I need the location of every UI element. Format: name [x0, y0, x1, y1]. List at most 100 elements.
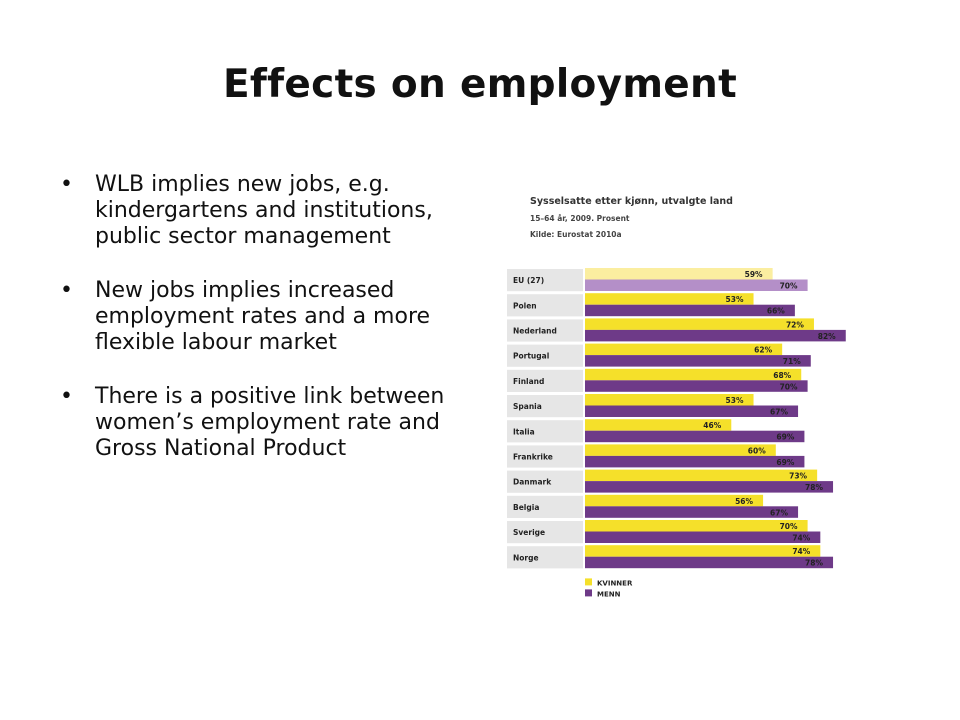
value-label: 82% [818, 332, 836, 341]
category-row: Belgia 56% 67% [507, 494, 799, 518]
bar-menn [585, 329, 846, 342]
category-label: Spania [513, 402, 542, 411]
bars-layer: EU (27) 59% 70% Polen 53% 66% Nederland 72% 82% P… [507, 268, 846, 569]
value-label: 66% [767, 307, 785, 316]
category-row: Frankrike 60% 69% [507, 444, 805, 468]
value-label: 69% [776, 433, 794, 442]
bar-kvinner [585, 494, 764, 507]
chart-subtitle: 15–64 år, 2009. Prosent [530, 214, 630, 223]
value-label: 74% [792, 547, 810, 556]
value-label: 69% [776, 458, 794, 467]
category-row: Polen 53% 66% [507, 293, 795, 317]
value-label: 59% [745, 270, 763, 279]
bar-menn [585, 304, 795, 317]
category-label: Finland [513, 377, 544, 386]
value-label: 71% [783, 357, 801, 366]
category-label: Belgia [513, 503, 539, 512]
category-row: Danmark 73% 78% [507, 469, 834, 493]
category-row: Sverige 70% 74% [507, 520, 821, 544]
value-label: 70% [780, 282, 798, 291]
category-row: Spania 53% 67% [507, 394, 799, 418]
bullet-item: • New jobs implies increased employment r… [58, 278, 478, 356]
value-label: 70% [780, 522, 798, 531]
category-row: EU (27) 59% 70% [507, 268, 808, 292]
category-label: Nederland [513, 327, 557, 336]
legend-swatch [585, 589, 592, 597]
bar-kvinner [585, 469, 818, 482]
category-label-bg [507, 369, 583, 392]
chart-svg: Sysselsatte etter kjønn, utvalgte land 1… [507, 196, 846, 598]
bullet-text: New jobs implies increased employment ra… [95, 278, 431, 355]
value-label: 78% [805, 559, 823, 568]
bar-kvinner [585, 268, 773, 280]
bar-kvinner [585, 520, 808, 532]
bullet-text: There is a positive link between women’s… [95, 384, 445, 461]
bar-menn [585, 481, 834, 493]
value-label: 72% [786, 320, 804, 329]
bar-menn [585, 355, 811, 367]
category-row: Portugal 62% 71% [507, 343, 811, 367]
employment-chart: Sysselsatte etter kjønn, utvalgte land 1… [505, 190, 905, 620]
value-label: 73% [789, 472, 807, 481]
bar-menn [585, 405, 799, 417]
bullet-item: • WLB implies new jobs, e.g. kindergarten… [58, 172, 478, 250]
category-label-bg [507, 294, 583, 317]
value-label: 78% [805, 483, 823, 492]
slide-title: Effects on employment [222, 62, 738, 107]
category-row: Norge 74% 78% [507, 545, 834, 569]
value-label: 53% [726, 295, 744, 304]
category-row: Nederland 72% 82% [507, 318, 846, 342]
chart-source: Kilde: Eurostat 2010a [530, 230, 622, 239]
category-label: Sverige [513, 528, 545, 537]
bar-menn [585, 279, 808, 291]
bar-menn [585, 506, 799, 518]
value-label: 62% [754, 346, 772, 355]
bar-menn [585, 380, 808, 392]
category-label-bg [507, 420, 583, 443]
value-label: 67% [770, 408, 788, 417]
category-label-bg [507, 344, 583, 367]
category-label: Frankrike [513, 453, 553, 462]
bar-kvinner [585, 293, 754, 305]
legend-swatch [585, 578, 592, 586]
category-row: Italia 46% 69% [507, 419, 805, 443]
legend-label: KVINNER [597, 579, 633, 587]
value-label: 70% [780, 382, 798, 391]
bullet-dot-icon: • [60, 384, 73, 409]
legend-label: MENN [597, 590, 621, 598]
category-label-bg [507, 546, 583, 569]
bar-kvinner [585, 419, 732, 431]
category-label: Portugal [513, 352, 549, 361]
bar-kvinner [585, 368, 802, 381]
category-label: Polen [513, 301, 537, 310]
category-label: EU (27) [513, 276, 544, 285]
chart-title: Sysselsatte etter kjønn, utvalgte land [530, 196, 733, 207]
bar-menn [585, 455, 805, 468]
category-label-bg [507, 395, 583, 418]
bar-kvinner [585, 318, 814, 330]
category-label-bg [507, 445, 583, 468]
bar-kvinner [585, 394, 754, 406]
category-label-bg [507, 319, 583, 342]
bar-menn [585, 556, 834, 569]
category-label-bg [507, 470, 583, 493]
value-label: 67% [770, 508, 788, 517]
bar-kvinner [585, 444, 776, 456]
value-label: 68% [773, 371, 791, 380]
bullet-dot-icon: • [60, 278, 73, 303]
bullet-list: • WLB implies new jobs, e.g. kindergarten… [58, 172, 478, 490]
category-label: Danmark [513, 478, 552, 487]
bullet-dot-icon: • [60, 172, 73, 197]
bar-menn [585, 531, 821, 543]
value-label: 46% [703, 421, 721, 430]
value-label: 53% [726, 396, 744, 405]
value-label: 60% [748, 446, 766, 455]
bar-menn [585, 430, 805, 443]
bar-kvinner [585, 343, 783, 356]
value-label: 74% [792, 534, 810, 543]
category-label: Italia [513, 427, 535, 436]
bullet-text: WLB implies new jobs, e.g. kindergartens… [95, 172, 433, 249]
legend: KVINNER MENN [585, 578, 633, 598]
bar-kvinner [585, 545, 821, 557]
value-label: 56% [735, 497, 753, 506]
